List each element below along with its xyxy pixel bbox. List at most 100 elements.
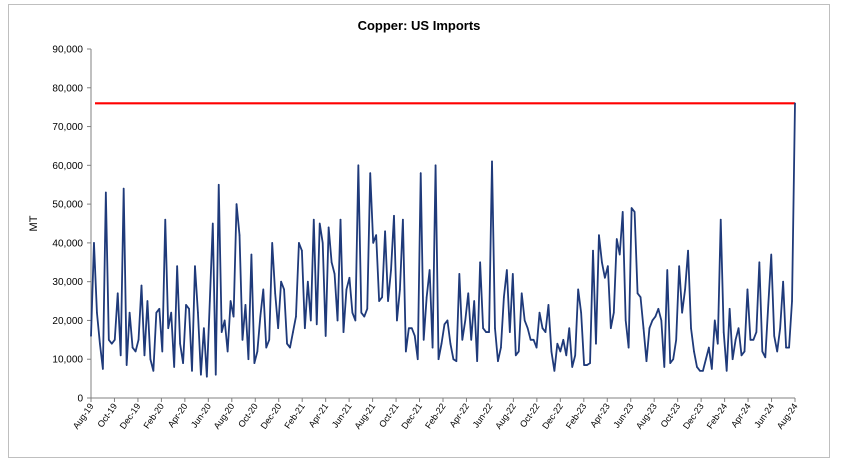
data-point	[782, 280, 784, 283]
data-point	[500, 346, 502, 349]
data-point	[185, 304, 187, 306]
data-point	[134, 350, 137, 353]
data-point	[473, 300, 475, 302]
data-point	[716, 342, 719, 345]
x-tick-label: Dec-19	[118, 401, 143, 431]
data-point	[559, 350, 562, 353]
data-point	[758, 261, 761, 264]
data-point	[390, 269, 392, 271]
data-point	[461, 339, 464, 341]
data-point	[509, 331, 511, 333]
x-tick-label: Jun-22	[471, 401, 495, 429]
x-tick-label: Feb-22	[423, 401, 448, 430]
y-tick-label: 70,000	[52, 122, 83, 133]
data-point	[470, 339, 473, 341]
data-point	[238, 234, 241, 236]
data-point	[194, 265, 196, 267]
data-point	[119, 354, 122, 357]
data-point	[526, 327, 529, 330]
data-point	[488, 331, 490, 333]
data-point	[131, 346, 134, 349]
data-point	[541, 327, 544, 330]
data-point	[416, 358, 419, 361]
data-point	[256, 350, 259, 353]
data-point	[402, 218, 404, 221]
data-point	[645, 360, 648, 362]
x-tick-label: Aug-21	[352, 401, 377, 431]
data-point	[734, 339, 737, 341]
data-point	[363, 315, 366, 318]
x-tick-label: Jun-23	[611, 401, 635, 429]
data-point	[339, 218, 342, 221]
data-point	[220, 331, 223, 333]
data-point	[690, 327, 692, 330]
data-point	[265, 346, 268, 349]
data-point	[636, 292, 639, 295]
data-point	[779, 327, 781, 330]
data-point	[642, 327, 645, 330]
data-point	[304, 327, 306, 330]
data-point	[158, 308, 161, 310]
data-point	[708, 346, 710, 349]
data-point	[283, 288, 285, 291]
data-point	[722, 331, 725, 333]
data-point	[105, 191, 107, 194]
data-point	[253, 362, 256, 364]
data-point	[375, 234, 377, 236]
data-point	[128, 311, 131, 314]
data-point	[621, 211, 624, 213]
data-point	[292, 331, 294, 333]
data-point	[491, 160, 493, 163]
data-point	[755, 331, 758, 333]
data-point	[197, 311, 199, 314]
data-point	[458, 273, 461, 275]
data-point	[96, 311, 98, 314]
data-point	[387, 300, 389, 302]
data-point	[547, 304, 550, 306]
x-tick-label: Dec-20	[259, 401, 284, 431]
data-point	[422, 339, 425, 341]
x-tick-label: Feb-21	[282, 401, 307, 430]
data-point	[327, 226, 330, 229]
data-point	[503, 296, 505, 298]
data-point	[506, 269, 508, 271]
data-point	[672, 358, 675, 361]
data-point	[449, 342, 452, 345]
data-point	[764, 356, 767, 359]
data-point	[425, 296, 428, 298]
x-tick-label: Oct-22	[518, 401, 542, 429]
data-point	[393, 214, 395, 217]
data-point	[161, 350, 164, 353]
data-point	[408, 327, 410, 330]
data-point	[223, 319, 226, 322]
x-tick-label: Jun-20	[189, 401, 213, 429]
data-point	[235, 203, 238, 205]
data-point	[746, 288, 749, 291]
data-point	[788, 346, 790, 349]
data-point	[485, 331, 487, 333]
x-tick-label: Aug-23	[634, 401, 659, 431]
data-point	[627, 346, 630, 349]
data-point	[396, 319, 398, 322]
data-point	[767, 304, 770, 306]
data-point	[413, 335, 416, 337]
data-point	[360, 311, 363, 314]
data-point	[330, 261, 333, 264]
data-point	[678, 265, 680, 267]
data-point	[369, 172, 372, 174]
data-point	[669, 362, 672, 364]
x-tick-label: Feb-20	[141, 401, 166, 430]
data-point	[618, 253, 621, 256]
x-tick-label: Jun-24	[752, 401, 776, 429]
data-point	[137, 339, 140, 341]
data-point	[443, 323, 446, 326]
data-point	[791, 300, 793, 302]
data-point	[411, 327, 413, 330]
data-point	[289, 346, 291, 349]
data-point	[601, 261, 603, 264]
data-point	[405, 350, 407, 353]
data-point	[155, 311, 158, 314]
y-tick-label: 90,000	[52, 45, 83, 56]
x-tick-label: Apr-22	[447, 401, 471, 429]
